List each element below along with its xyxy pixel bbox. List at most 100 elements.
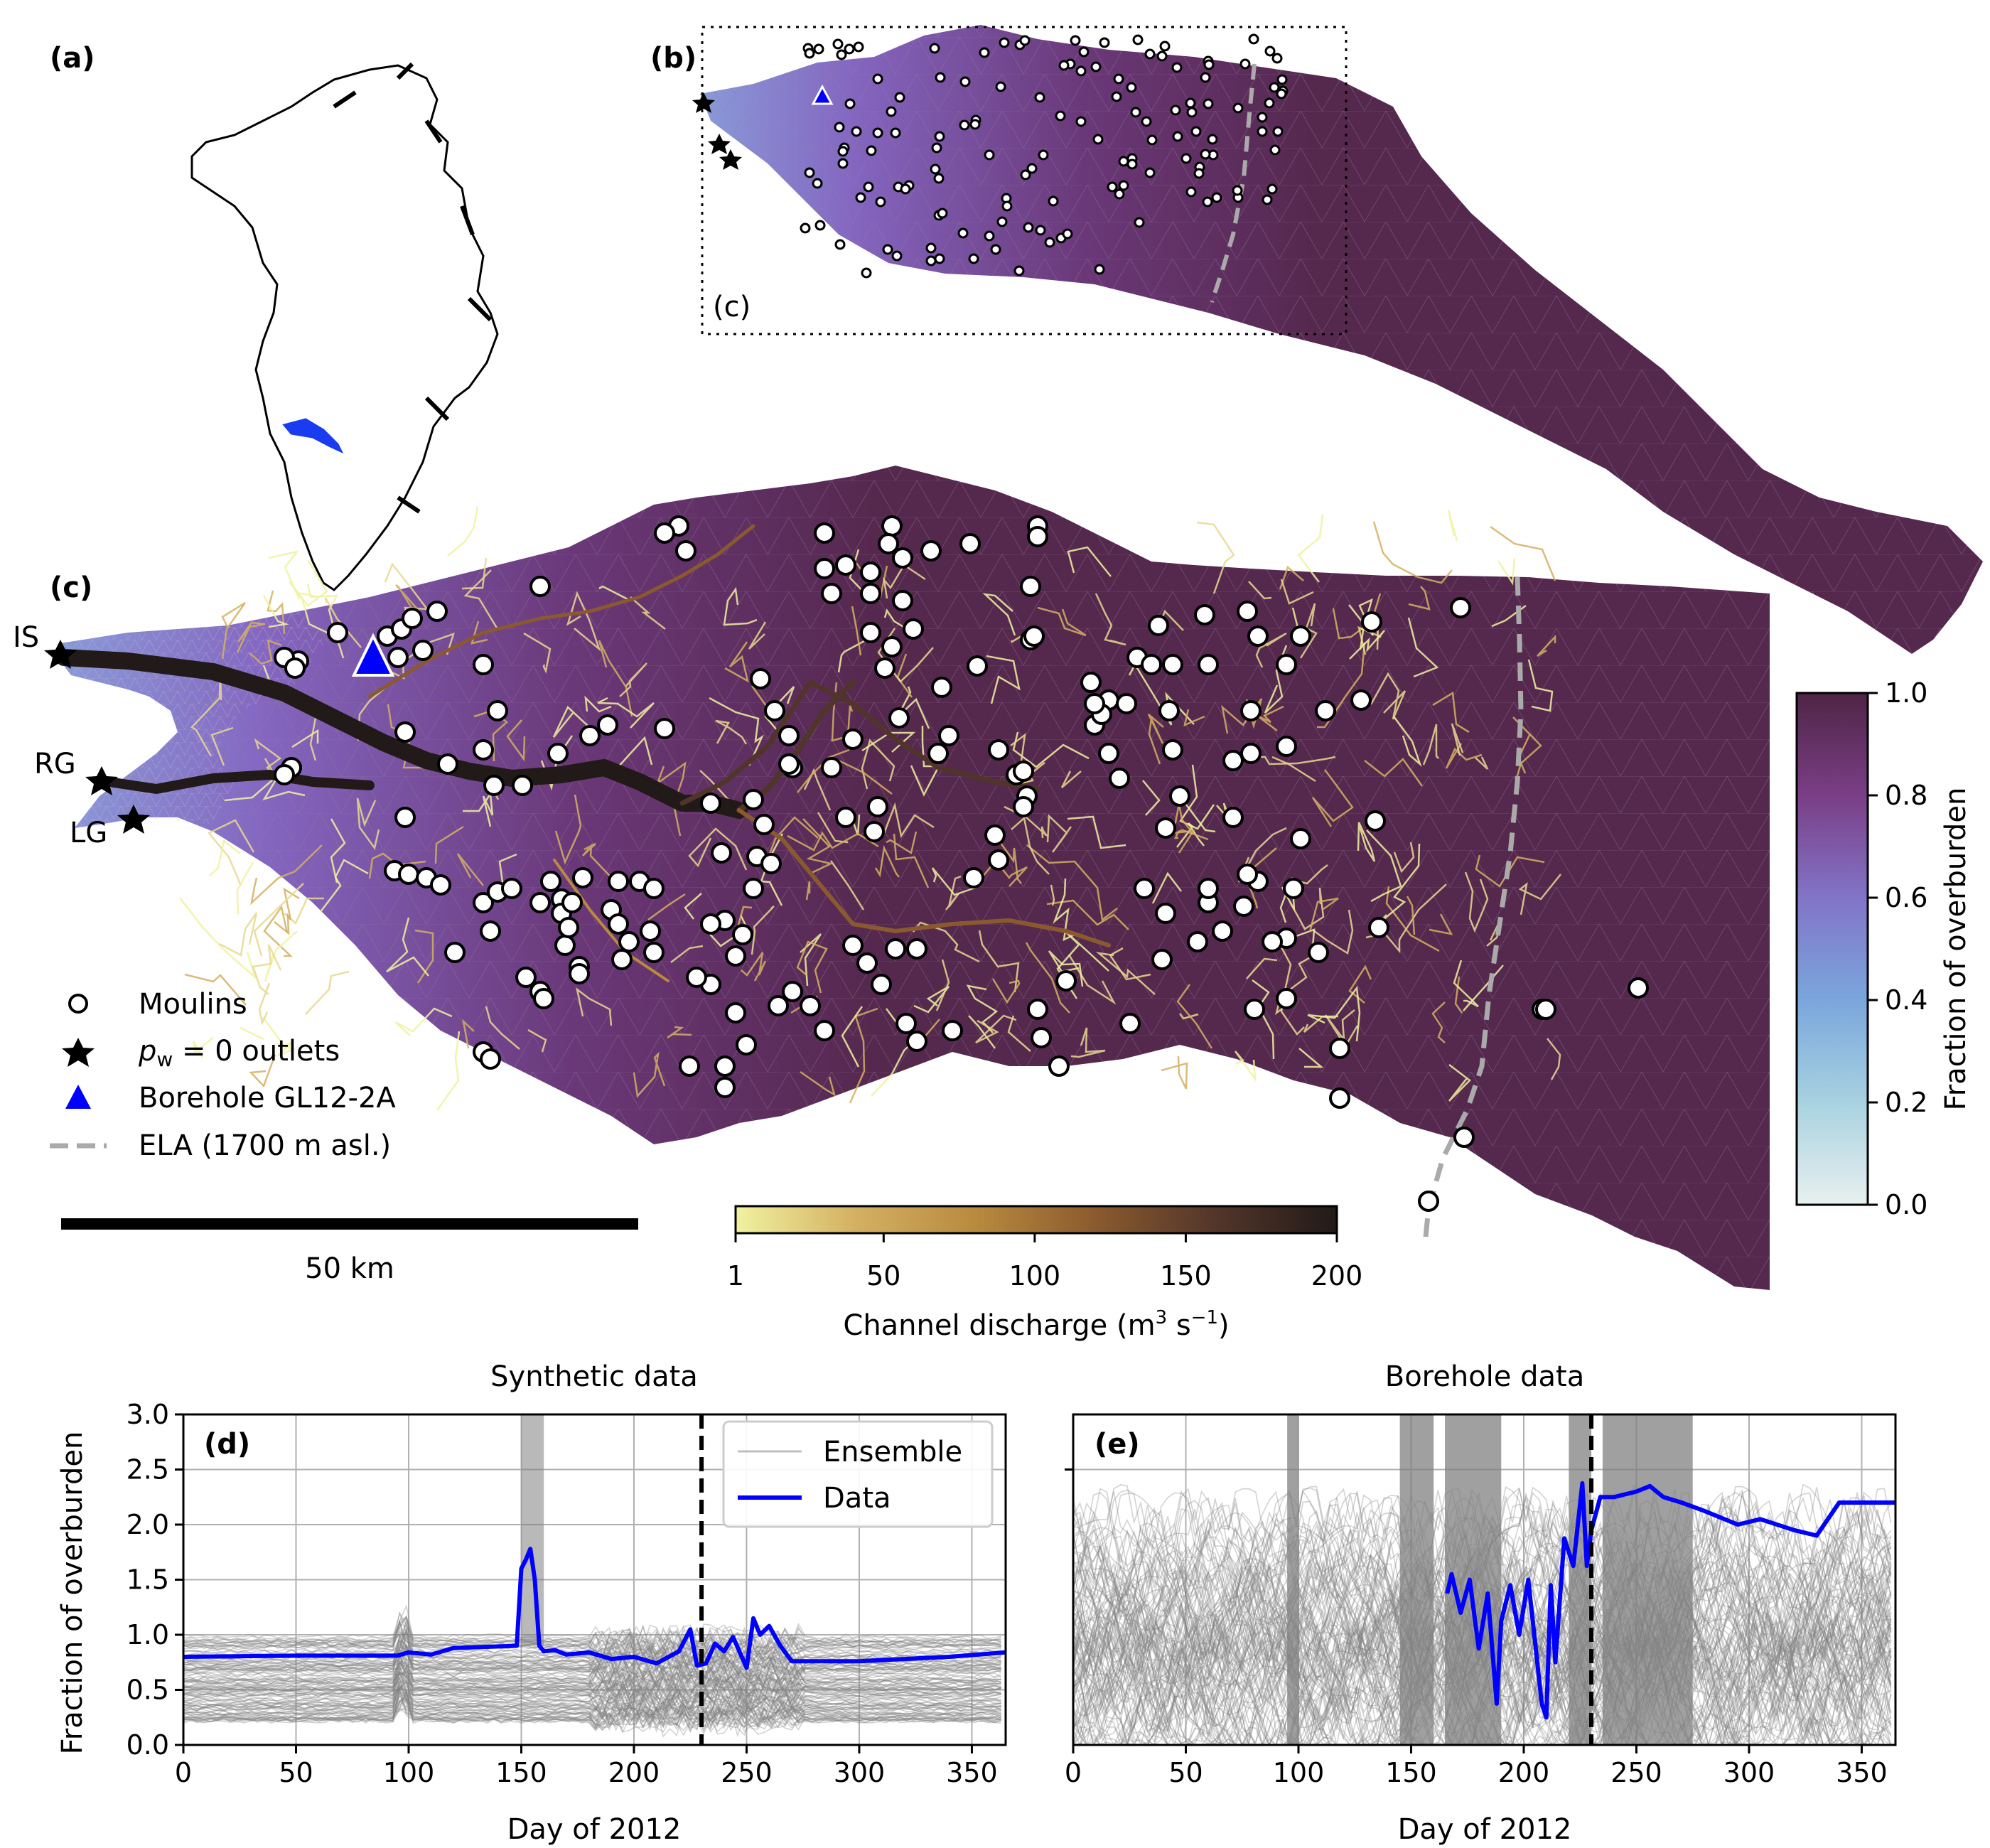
minor-channel	[394, 1007, 453, 1036]
minor-channel	[723, 586, 758, 626]
minor-channel	[1512, 716, 1542, 779]
legend-outlets: pw = 0 outlets	[138, 1035, 340, 1071]
moulin-marker	[1269, 82, 1280, 93]
minor-channel	[945, 875, 962, 910]
ensemble-member-line	[1073, 1623, 1892, 1745]
moulin-marker	[1035, 225, 1046, 236]
minor-channel	[552, 705, 589, 738]
moulin-marker	[804, 48, 815, 59]
minor-channel	[724, 641, 749, 683]
moulin-marker	[1172, 131, 1183, 142]
moulin-marker	[925, 255, 937, 267]
ensemble-member-line	[183, 1682, 1001, 1712]
moulin-marker	[512, 775, 533, 796]
x-tick-label: 250	[1610, 1757, 1662, 1788]
greenland-outline	[190, 64, 499, 591]
discharge-colorbar-bar	[734, 1205, 1338, 1235]
overburden-colorbar-label: Fraction of overburden	[1940, 788, 1972, 1111]
minor-channel	[935, 959, 950, 1011]
legend-star-icon	[62, 1038, 95, 1067]
ensemble-member-line	[183, 1633, 1001, 1679]
moulin-marker	[988, 849, 1009, 871]
ensemble-member-line	[183, 1640, 1001, 1685]
minor-channel	[684, 893, 702, 920]
minor-channel	[991, 978, 1021, 1004]
minor-channel	[330, 818, 346, 883]
x-tick-label: 150	[495, 1757, 547, 1788]
ensemble-member-line	[183, 1671, 1001, 1714]
moulin-marker	[1222, 750, 1244, 771]
moulin-marker	[1130, 107, 1141, 118]
minor-channel	[1067, 815, 1126, 849]
moulin-marker	[855, 192, 866, 203]
ensemble-member-line	[183, 1631, 1001, 1661]
panel-b-label: (b)	[650, 42, 696, 75]
minor-channel	[263, 904, 294, 957]
moulin-marker	[284, 657, 306, 679]
overburden-colorbar-ticks: 0.0 0.2 0.4 0.6 0.8 1.0	[1868, 677, 1927, 1220]
moulin-marker	[875, 196, 886, 208]
minor-channel	[688, 827, 748, 871]
x-tick-label: 0	[1065, 1757, 1082, 1788]
moulin-marker	[813, 43, 824, 55]
moulin-marker	[1107, 181, 1118, 193]
moulin-marker	[778, 725, 800, 746]
ensemble-member-line	[183, 1671, 1001, 1704]
ensemble-member-line	[183, 1671, 1001, 1700]
ensemble-member-line	[183, 1619, 1001, 1664]
minor-channel	[463, 791, 494, 827]
moulin-marker	[1080, 672, 1102, 693]
moulin-marker	[1244, 999, 1265, 1020]
moulin-marker	[1019, 35, 1031, 46]
moulin-marker	[1020, 169, 1031, 181]
ensemble-member-line	[183, 1665, 1001, 1712]
ensemble-member-line	[183, 1616, 1001, 1659]
moulin-marker	[834, 239, 846, 250]
minor-channel	[1255, 632, 1287, 668]
minor-channel	[1497, 557, 1516, 586]
moulin-marker	[1262, 194, 1273, 205]
minor-channel	[1012, 731, 1090, 768]
y-tick-label: 0.5	[127, 1675, 169, 1706]
minor-channel	[1178, 1013, 1199, 1020]
outlet-star-IS	[44, 640, 77, 669]
minor-channel	[576, 987, 613, 1026]
minor-channel	[1297, 514, 1324, 583]
overburden-tick-label: 0.6	[1885, 882, 1927, 913]
moulin-marker	[1628, 977, 1649, 999]
ensemble-dense-band	[1602, 1414, 1693, 1745]
ensemble-member-line	[183, 1686, 1001, 1721]
legend-borehole-icon	[65, 1085, 91, 1109]
legend-moulins: Moulins	[139, 988, 247, 1021]
minor-channel	[447, 506, 479, 557]
moulin-marker	[836, 49, 847, 60]
minor-channel	[395, 584, 421, 618]
minor-channel	[670, 945, 704, 963]
moulin-marker	[1232, 185, 1243, 196]
minor-channel	[485, 1006, 520, 1050]
moulin-marker	[959, 119, 970, 131]
ensemble-member-line	[183, 1662, 1001, 1707]
minor-channel	[296, 591, 338, 639]
ensemble-member-line	[183, 1662, 1002, 1695]
minor-channel	[179, 897, 257, 980]
moulin-marker	[906, 1031, 927, 1052]
overburden-tick-label: 0.4	[1885, 984, 1927, 1016]
moulin-marker	[1264, 97, 1275, 109]
moulin-marker	[1180, 153, 1192, 164]
moulin-marker	[529, 892, 551, 913]
minor-channel	[1453, 960, 1479, 1008]
moulin-marker	[996, 216, 1008, 227]
moulin-marker	[1202, 196, 1213, 208]
minor-channel	[1518, 874, 1561, 915]
ensemble-member-line	[183, 1670, 1001, 1708]
ensemble-member-line	[183, 1618, 1001, 1656]
borehole-marker-c	[351, 633, 395, 677]
ensemble-member-line	[183, 1706, 1001, 1736]
ensemble-member-line	[183, 1686, 1001, 1732]
plot-frame	[182, 1413, 1007, 1746]
moulin-marker	[860, 562, 881, 583]
minor-channel	[803, 768, 832, 811]
minor-channel	[582, 842, 620, 886]
minor-channel	[699, 770, 736, 808]
